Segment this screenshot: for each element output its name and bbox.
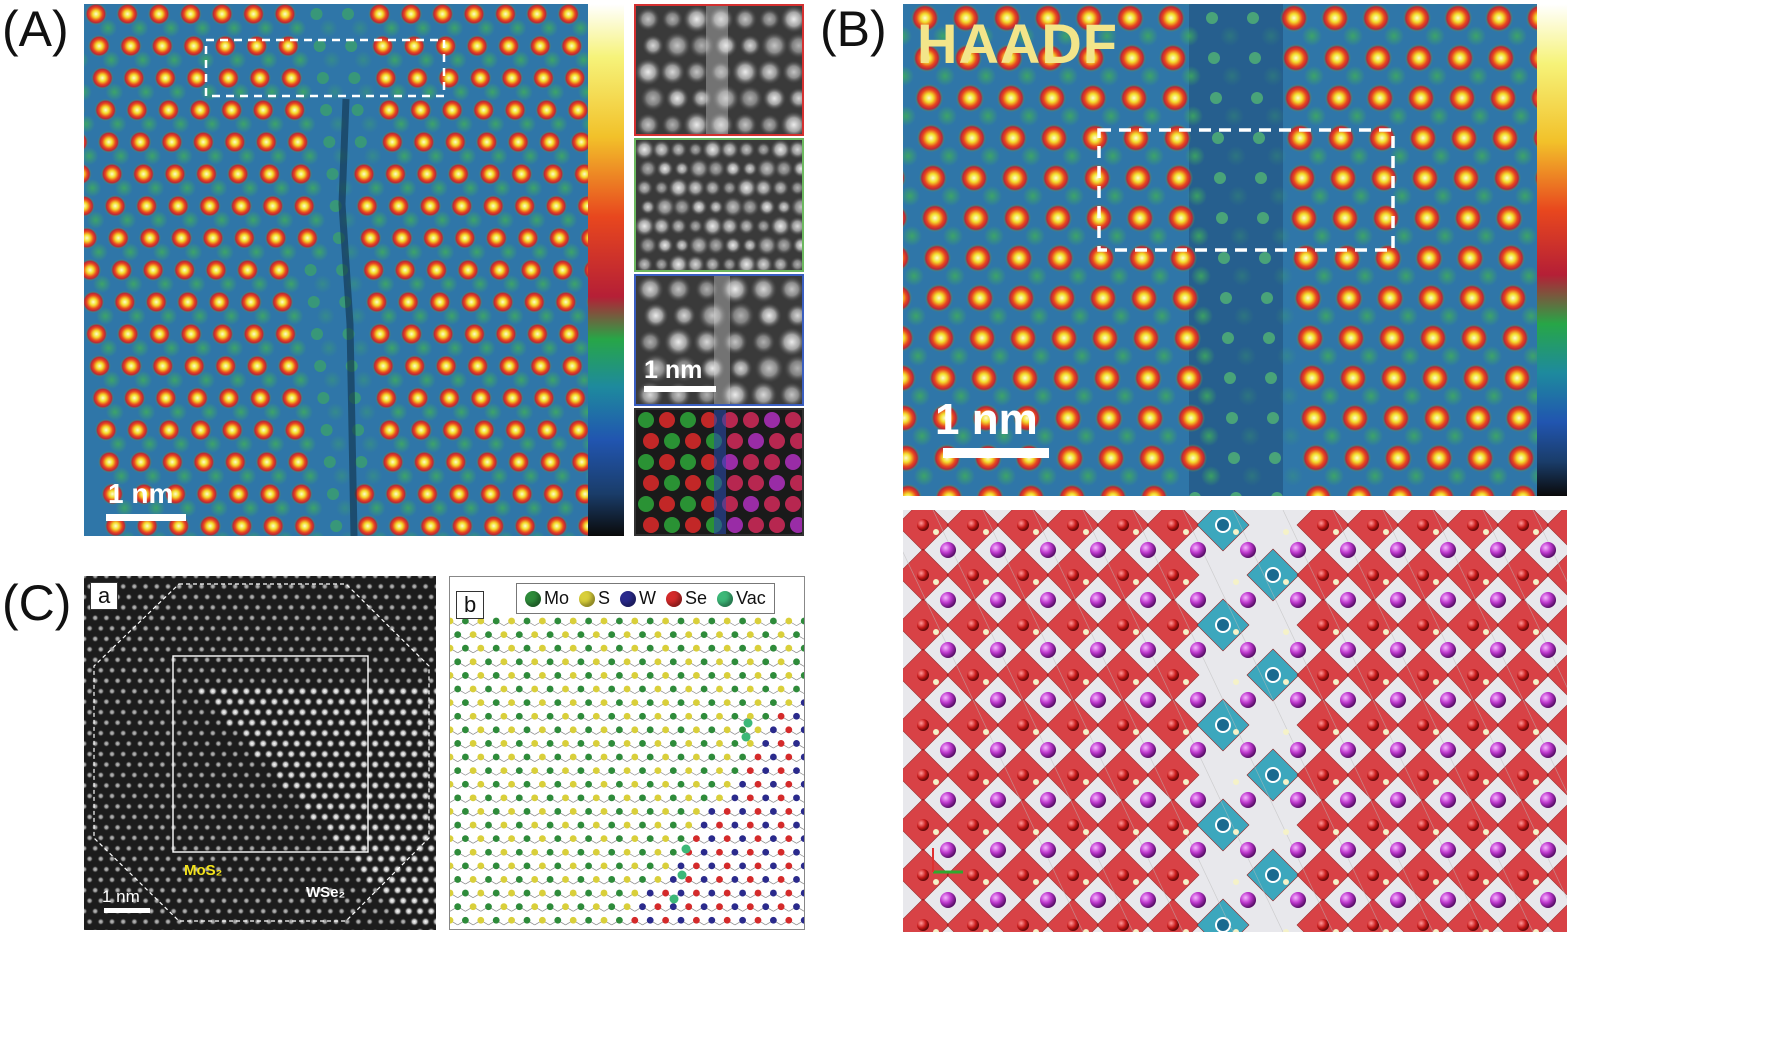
- panel-c-letter: (C): [2, 575, 72, 631]
- panel-b-scale-bar: [943, 448, 1049, 458]
- legend-swatch: [620, 590, 637, 607]
- legend-label: S: [598, 588, 611, 608]
- panel-c-label-wse2: WSe₂: [306, 884, 346, 901]
- panel-b-letter: (B): [820, 1, 887, 57]
- panel-a-inset-grayscale-1: [634, 4, 804, 136]
- panel-a-inset-grayscale-2: [634, 138, 804, 272]
- panel-a-inset-color-composite: [634, 408, 804, 536]
- panel-c-scale-label: 1 nm: [102, 887, 140, 906]
- panel-b-colorbar: [1537, 4, 1567, 496]
- panel-c-sublabel-b: b: [456, 591, 485, 619]
- legend-swatch: [525, 590, 541, 607]
- panel-c-sublabel-a: a: [90, 582, 119, 610]
- legend-swatch: [666, 590, 683, 607]
- panel-c-legend: Mo S W Se Vac: [516, 583, 775, 614]
- panel-a-scale-label: 1 nm: [108, 478, 174, 509]
- legend-swatch: [717, 590, 734, 607]
- panel-a-colorbar: [588, 4, 624, 536]
- panel-c-atomic-model: b Mo S W Se Vac: [449, 576, 805, 930]
- panel-b-structure-model: [903, 510, 1567, 932]
- panel-a-inset-grayscale-3: 1 nm: [634, 274, 804, 406]
- panel-a-inset-scale-bar: [644, 386, 716, 392]
- panel-b-scale-label: 1 nm: [935, 395, 1038, 444]
- legend-item-s: S: [579, 588, 610, 609]
- panel-a-letter: (A): [2, 1, 69, 57]
- panel-b-haadf-map: HAADF 1 nm: [903, 4, 1537, 496]
- panel-a-atomic-map: 1 nm: [84, 4, 588, 536]
- legend-item-vac: Vac: [717, 588, 766, 609]
- legend-swatch: [579, 590, 596, 607]
- panel-a-scale-bar: [106, 514, 186, 521]
- legend-label: Se: [685, 588, 708, 608]
- panel-b-mode-label: HAADF: [917, 12, 1118, 75]
- legend-item-mo: Mo: [525, 588, 569, 609]
- panel-c-label-mos2: MoS₂: [184, 862, 223, 879]
- legend-label: W: [639, 588, 657, 608]
- legend-label: Vac: [736, 588, 766, 608]
- panel-c-stem-image: a MoS₂ WSe₂ 1 nm: [84, 576, 436, 930]
- legend-label: Mo: [544, 588, 570, 608]
- panel-a-inset-scale-label: 1 nm: [644, 356, 703, 384]
- panel-c-scale-bar: [104, 908, 150, 913]
- legend-item-se: Se: [666, 588, 707, 609]
- legend-item-w: W: [620, 588, 656, 609]
